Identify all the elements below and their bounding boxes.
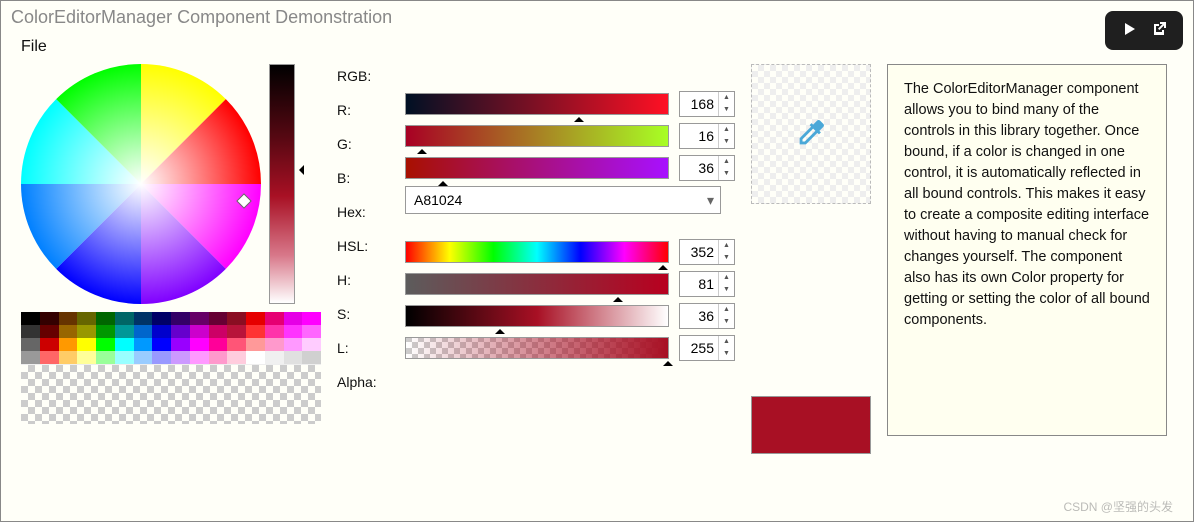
lightness-bar[interactable] [269, 64, 295, 304]
color-wheel[interactable] [21, 64, 261, 304]
color-swatch [751, 396, 871, 454]
rgb-header: RGB: [337, 68, 397, 88]
media-toolbar [1105, 11, 1183, 50]
g-input[interactable]: ▲▼ [679, 123, 735, 149]
s-input[interactable]: ▲▼ [679, 271, 735, 297]
eyedropper-icon[interactable] [794, 116, 828, 153]
popout-icon[interactable] [1151, 21, 1167, 40]
s-slider[interactable] [405, 273, 669, 295]
window-title: ColorEditorManager Component Demonstrati… [1, 1, 1193, 34]
eyedropper-zone[interactable] [751, 64, 871, 204]
l-slider[interactable] [405, 305, 669, 327]
l-label: L: [337, 340, 397, 360]
description-panel: The ColorEditorManager component allows … [887, 64, 1167, 436]
b-label: B: [337, 170, 397, 190]
s-label: S: [337, 306, 397, 326]
hex-input[interactable]: ▾ [405, 186, 721, 214]
r-input[interactable]: ▲▼ [679, 91, 735, 117]
menu-file[interactable]: File [21, 38, 47, 55]
watermark: CSDN @坚强的头发 [1063, 498, 1173, 515]
hex-label: Hex: [337, 204, 397, 224]
r-slider[interactable] [405, 93, 669, 115]
h-label: H: [337, 272, 397, 292]
chevron-down-icon[interactable]: ▾ [707, 192, 714, 209]
hsl-header: HSL: [337, 238, 397, 258]
h-slider[interactable] [405, 241, 669, 263]
g-label: G: [337, 136, 397, 156]
r-label: R: [337, 102, 397, 122]
alpha-label: Alpha: [337, 374, 397, 394]
alpha-slider[interactable] [405, 337, 669, 359]
app-window: ColorEditorManager Component Demonstrati… [0, 0, 1194, 522]
b-input[interactable]: ▲▼ [679, 155, 735, 181]
color-palette[interactable] [21, 312, 321, 424]
g-slider[interactable] [405, 125, 669, 147]
play-icon[interactable] [1121, 21, 1137, 40]
alpha-input[interactable]: ▲▼ [679, 335, 735, 361]
h-input[interactable]: ▲▼ [679, 239, 735, 265]
b-slider[interactable] [405, 157, 669, 179]
l-input[interactable]: ▲▼ [679, 303, 735, 329]
